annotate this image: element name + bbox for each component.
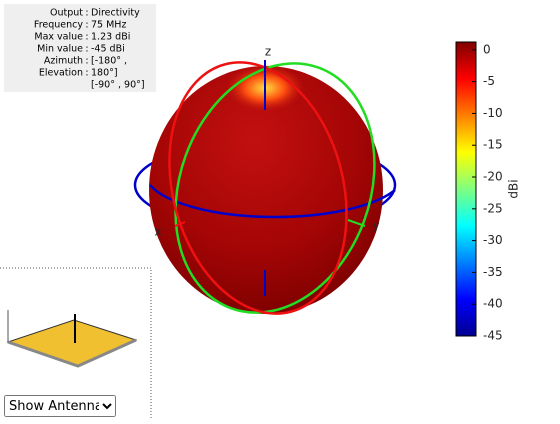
info-background	[4, 4, 156, 92]
info-value: 1.23 dBi	[91, 32, 130, 43]
info-value: Directivity	[91, 8, 140, 19]
pattern-plot: z x y	[133, 45, 397, 315]
info-value: -45 dBi	[91, 44, 125, 55]
info-separator: :	[85, 20, 88, 31]
info-label: Frequency	[34, 20, 83, 31]
colorbar-tick-label: -5	[483, 74, 495, 88]
colorbar-tick-label: -35	[483, 265, 503, 279]
y-axis	[347, 219, 366, 227]
info-label: Azimuth	[44, 56, 83, 67]
colorbar-tick-label: -40	[483, 297, 503, 311]
show-antenna-dropdown[interactable]: Show Antenna	[4, 395, 116, 417]
info-separator: :	[85, 56, 88, 67]
colorbar-scale	[455, 41, 477, 337]
colorbar-tick-label: -10	[483, 106, 503, 120]
elevation-circle	[174, 62, 376, 314]
y-label: y	[372, 219, 379, 233]
info-label: Min value	[37, 44, 83, 55]
x-axis	[174, 221, 186, 227]
x-label: x	[154, 225, 161, 239]
info-separator: :	[85, 44, 88, 55]
ground-edge	[7, 338, 137, 368]
colorbar-label: dBi	[507, 179, 521, 198]
elevation-circle-2	[168, 61, 348, 315]
info-label: Max value	[34, 32, 83, 43]
antenna-preview	[0, 267, 152, 420]
info-extra: [-90° , 90°]	[91, 80, 145, 91]
colorbar-tick-label: -30	[483, 233, 503, 247]
colorbar-tick-label: -15	[483, 138, 503, 152]
info-value: 75 MHz	[91, 20, 126, 31]
colorbar-tick-label: -20	[483, 170, 503, 184]
preview-border	[0, 267, 152, 420]
info-separator: :	[85, 68, 88, 79]
colorbar-tick-label: -25	[483, 201, 503, 215]
info-label: Elevation	[39, 68, 83, 79]
colorbar-tick-label: 0	[483, 42, 491, 56]
info-separator: :	[85, 32, 88, 43]
colorbar: dBi 0 -5 -10 -15 -20 -25 -30 -35 -40 -45	[455, 41, 521, 343]
info-label: Output	[50, 8, 83, 19]
info-value: [-180° ,	[91, 56, 127, 67]
info-value: 180°]	[91, 68, 118, 79]
z-label: z	[265, 45, 271, 59]
ground-plane	[6, 319, 138, 367]
colorbar-tick-label: -45	[483, 329, 503, 343]
info-separator: :	[85, 8, 88, 19]
